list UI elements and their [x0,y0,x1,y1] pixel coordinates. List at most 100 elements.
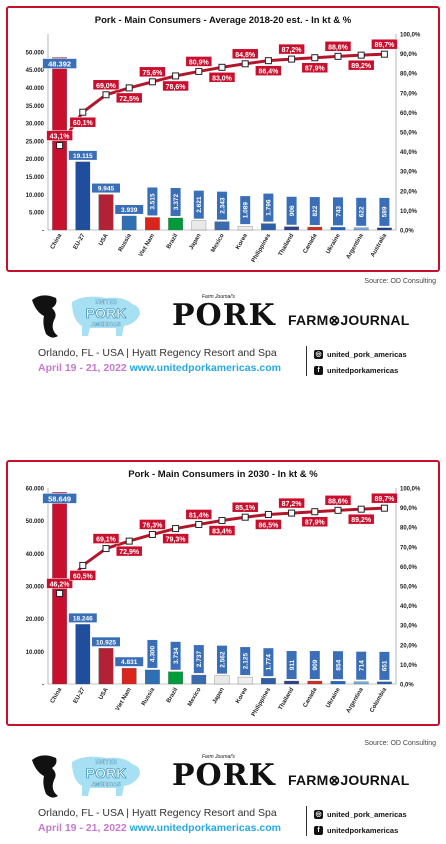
cumulative-point [79,561,87,569]
cumulative-point [172,525,180,533]
cumulative-point [334,506,342,514]
y2-tick-label: 80,0% [400,526,418,532]
farm-logo-right: JOURNAL [340,312,410,328]
pork-logo: PORK [172,298,276,333]
cumulative-point [357,51,365,59]
value-label: 2.343 [219,197,226,214]
cumulative-point [264,510,272,518]
cumulative-label-box [301,516,329,527]
y-tick-label: 10.000 [26,650,45,656]
farm-logo-mark: ⊗ [328,772,341,788]
y-tick-label: 30.000 [26,122,45,128]
logo-pork-text: PORK [86,765,126,781]
value-label: 714 [359,660,366,671]
y-tick-label: - [42,683,44,689]
y-tick-label: 10.000 [26,193,45,199]
category-label: Japan [212,687,226,705]
y2-tick-label: 40,0% [400,150,418,156]
category-label: Viet Nam [138,233,156,258]
cumulative-point [311,54,319,62]
category-label: China [50,686,64,704]
bar [330,227,346,231]
cumulative-label-box [162,533,189,544]
bar [353,227,369,231]
cumulative-label: 87,2% [282,501,303,508]
bar [353,681,369,685]
event-url[interactable]: www.unitedporkamericas.com [129,822,281,834]
farm-journal-logo: FARM⊗JOURNAL [288,312,409,329]
value-label-box [170,187,181,216]
category-label: Mexico [210,233,226,254]
pork-logo: PORK [172,758,276,793]
y-tick-label: 50.000 [26,50,45,56]
cumulative-label-box [347,513,375,525]
cumulative-label-box [162,80,189,92]
cumulative-point [195,67,203,75]
category-label: Japan [189,233,203,251]
cumulative-label: 72,9% [119,549,140,556]
y-tick-label: 20.000 [26,157,45,163]
cumulative-label-box [301,62,329,73]
value-label: 1.774 [266,654,273,671]
cumulative-point [102,545,110,553]
bar [284,226,299,231]
cumulative-point [241,60,249,68]
social-facebook[interactable]: f unitedporkamericas [314,366,398,375]
value-label-box [263,193,274,222]
category-label: Korea [235,232,249,250]
y2-tick-label: 70,0% [400,91,418,97]
y-tick-label: 15.000 [26,175,45,181]
category-label: Thailand [278,687,296,712]
cumulative-label-box [371,38,398,50]
value-label-box [356,197,367,226]
category-label: USA [98,232,110,247]
logo-united-text: UNITED [95,760,118,766]
cumulative-label: 46,2% [50,581,71,588]
banner-divider [306,806,307,836]
value-label-box [309,651,320,680]
category-label: Russia [141,686,156,707]
y2-tick-label: 70,0% [400,545,418,551]
cumulative-label-box [92,79,120,91]
value-label-box [68,150,97,160]
chart-panel-2018-20: Pork - Main Consumers - Average 2018-20 … [6,6,440,272]
cumulative-label-box [208,525,236,536]
cumulative-label-box [185,56,213,67]
chart-2018-20: Pork - Main Consumers - Average 2018-20 … [26,15,421,264]
cumulative-label-box [347,59,375,71]
cumulative-point [148,78,156,86]
value-label: 3.372 [173,193,180,210]
cumulative-point [125,537,133,545]
cumulative-point [56,589,64,597]
social-instagram[interactable]: ◎ united_pork_americas [314,810,407,819]
value-label: 911 [289,659,296,670]
category-label: Canada [302,686,318,708]
value-label: 3.515 [150,193,157,210]
category-label: Ukraine [326,686,343,709]
event-url[interactable]: www.unitedporkamericas.com [129,362,281,374]
bar [168,671,183,685]
cumulative-label: 85,1% [235,505,256,512]
cumulative-label-box [115,545,143,557]
source-note: Source: OD Consulting [364,740,436,747]
value-label-box [92,183,120,193]
category-label: China [50,232,64,250]
banner-divider [306,346,307,376]
value-label-box [147,187,158,216]
cumulative-label: 89,2% [351,517,372,524]
instagram-handle: united_pork_americas [327,810,407,819]
value-label: 19.115 [73,153,93,160]
value-label: 2.562 [219,651,226,668]
social-facebook[interactable]: f unitedporkamericas [314,826,398,835]
farm-logo-left: FARM [288,772,329,788]
category-label: Philippines [251,686,273,717]
facebook-handle: unitedporkamericas [327,826,399,835]
social-instagram[interactable]: ◎ united_pork_americas [314,350,407,359]
cumulative-label: 88,6% [328,44,349,51]
value-label-box [68,613,97,623]
cumulative-point [288,509,296,517]
cumulative-point [241,513,249,521]
category-label: Colombia [369,686,388,713]
y2-tick-label: 60,0% [400,111,418,117]
cumulative-point [288,55,296,63]
